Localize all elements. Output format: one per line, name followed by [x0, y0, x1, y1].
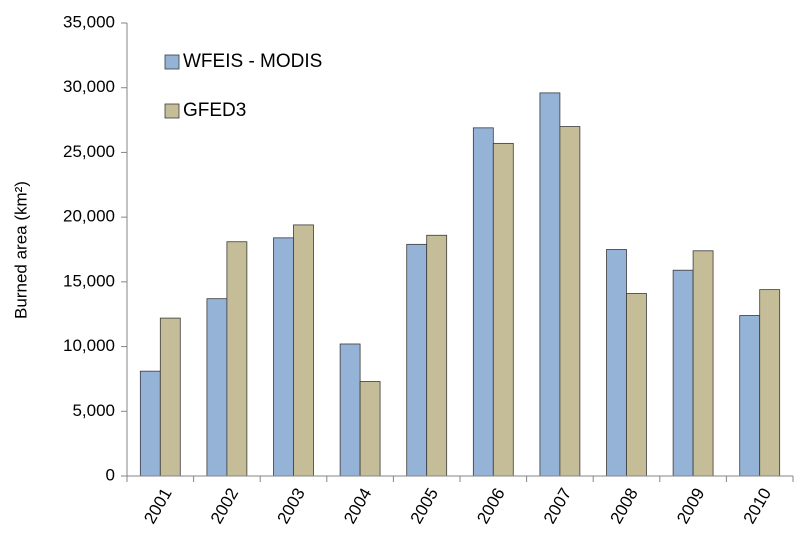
bar: [273, 237, 294, 477]
y-tick-label: 35,000: [63, 12, 115, 31]
x-tick-label: 2010: [740, 485, 775, 527]
y-tick-label: 15,000: [63, 271, 115, 290]
bar: [539, 92, 561, 477]
y-tick-label: 10,000: [63, 336, 115, 355]
y-axis-label: Burned area (km²): [11, 181, 30, 319]
x-tick-label: 2004: [340, 485, 375, 527]
bar: [606, 249, 627, 477]
bar: [426, 234, 448, 477]
x-tick-label: 2007: [540, 485, 575, 527]
x-tick-label: 2002: [207, 485, 242, 527]
y-tick-label: 30,000: [63, 77, 115, 96]
bar: [692, 250, 714, 477]
bar: [759, 289, 781, 477]
bar: [492, 142, 514, 477]
x-tick-label: 2001: [140, 485, 175, 527]
legend-swatch: [164, 103, 180, 119]
x-tick-label: 2003: [273, 485, 308, 527]
bar: [672, 269, 694, 477]
x-tick-label: 2009: [673, 485, 708, 527]
bar: [359, 381, 381, 477]
bar: [159, 317, 181, 477]
legend-label: GFED3: [183, 100, 246, 121]
bar: [139, 370, 161, 477]
bar: [472, 127, 494, 477]
bar: [406, 243, 428, 477]
bar: [626, 293, 647, 477]
bar: [206, 298, 228, 477]
y-tick-label: 0: [106, 465, 115, 484]
legend-box: [150, 38, 372, 148]
bar: [339, 343, 361, 477]
bar: [739, 315, 761, 477]
x-tick-label: 2008: [606, 485, 641, 527]
y-tick-label: 20,000: [63, 207, 115, 226]
x-tick-label: 2006: [473, 485, 508, 527]
y-tick-label: 5,000: [72, 401, 115, 420]
y-tick-label: 25,000: [63, 142, 115, 161]
x-tick-label: 2005: [407, 485, 442, 527]
bar: [226, 241, 248, 477]
legend-swatch: [164, 54, 180, 70]
legend-label: WFEIS - MODIS: [183, 51, 322, 72]
bar: [293, 224, 314, 477]
bar: [559, 126, 581, 477]
